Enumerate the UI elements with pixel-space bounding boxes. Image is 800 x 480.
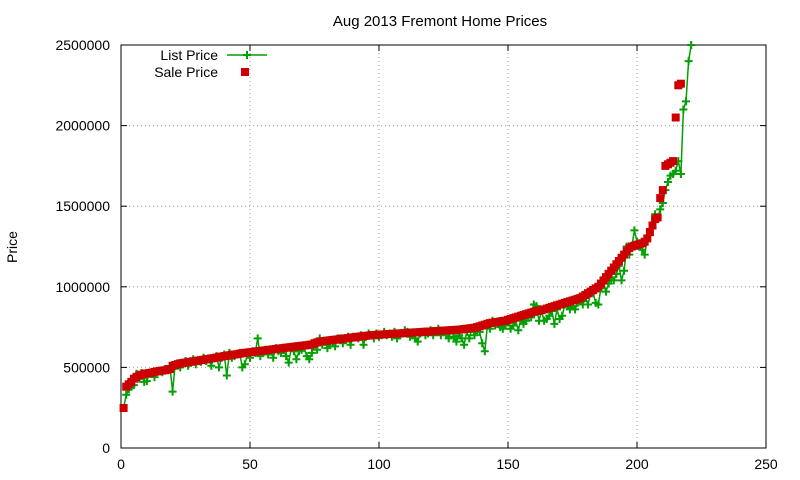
data-point-list-price (545, 311, 554, 320)
data-point-list-price (444, 334, 453, 343)
series-layer (119, 41, 696, 412)
data-point-list-price (571, 305, 580, 314)
data-point-list-price (215, 363, 223, 372)
data-point-sale-price (676, 79, 685, 88)
data-point-list-price (222, 371, 231, 380)
data-point-list-price (207, 361, 216, 370)
y-tick-label: 500000 (63, 359, 110, 375)
data-point-list-price (676, 170, 685, 178)
x-tick-label: 150 (496, 456, 520, 472)
axes: 0 50 100 150 200 250 0 500000 1000000 1500000 2000… (55, 37, 777, 472)
legend-label-list-price: List Price (160, 47, 218, 63)
data-point-sale-price (645, 228, 654, 236)
data-point-list-price (142, 377, 151, 386)
data-point-sale-price (648, 221, 657, 230)
y-tick-label: 2000000 (55, 118, 110, 134)
x-tick-label: 100 (367, 456, 391, 472)
data-point-list-price (359, 340, 368, 349)
data-point-list-price (664, 178, 672, 186)
data-point-list-price (640, 250, 649, 259)
y-tick-label: 0 (102, 440, 110, 456)
y-tick-label: 1000000 (55, 279, 110, 295)
data-point-list-price (602, 287, 610, 296)
data-point-list-price (480, 347, 489, 356)
series-sale-price-points (119, 79, 685, 412)
data-point-sale-price (653, 213, 662, 222)
data-point-sale-price (671, 113, 680, 122)
data-point-list-price (292, 355, 301, 364)
data-point-list-price (671, 166, 680, 175)
legend-swatch-list-price-marker (243, 51, 251, 59)
y-tick-label: 2500000 (55, 37, 110, 53)
x-tick-label: 250 (754, 456, 778, 472)
data-point-list-price (122, 390, 131, 399)
data-point-sale-price (658, 186, 667, 195)
data-point-sale-price (656, 194, 665, 203)
x-tick-label: 200 (625, 456, 649, 472)
data-point-list-price (305, 355, 314, 364)
data-point-list-price (253, 334, 262, 343)
data-point-list-price (558, 311, 567, 320)
legend-swatch-sale-price (241, 68, 249, 76)
data-point-sale-price (643, 234, 652, 243)
x-tick-label: 0 (117, 456, 125, 472)
data-point-list-price (687, 41, 696, 49)
data-point-list-price (594, 300, 603, 309)
data-point-list-price (168, 387, 177, 396)
data-point-list-price (609, 276, 618, 285)
data-point-sale-price (669, 157, 678, 166)
data-point-list-price (460, 340, 469, 349)
data-point-list-price (656, 205, 665, 214)
data-point-list-price (679, 105, 688, 114)
data-point-list-price (584, 300, 592, 309)
data-point-list-price (452, 337, 461, 346)
data-point-list-price (617, 276, 626, 285)
data-point-list-price (630, 226, 639, 235)
chart-title: Aug 2013 Fremont Home Prices (333, 13, 547, 30)
data-point-list-price (470, 331, 479, 340)
y-axis-label: Price (4, 231, 20, 263)
x-tick-label: 50 (242, 456, 258, 472)
data-point-list-price (269, 353, 278, 362)
data-point-list-price (684, 57, 693, 66)
data-point-list-price (514, 326, 523, 335)
data-point-list-price (620, 266, 629, 275)
data-point-list-price (284, 358, 293, 367)
legend-label-sale-price: Sale Price (154, 64, 218, 80)
data-point-list-price (413, 337, 422, 346)
data-point-list-price (457, 334, 466, 343)
data-point-list-price (682, 97, 690, 106)
data-point-list-price (465, 334, 474, 343)
data-point-list-price (550, 319, 559, 328)
data-point-list-price (307, 348, 316, 357)
data-point-list-price (346, 340, 355, 349)
data-point-list-price (478, 339, 487, 348)
data-point-list-price (282, 352, 291, 361)
data-point-list-price (240, 360, 249, 369)
data-point-sale-price (119, 404, 128, 412)
y-tick-label: 1500000 (55, 198, 110, 214)
legend: List Price Sale Price (154, 47, 267, 80)
data-point-list-price (323, 344, 332, 353)
plot-frame (120, 44, 767, 449)
